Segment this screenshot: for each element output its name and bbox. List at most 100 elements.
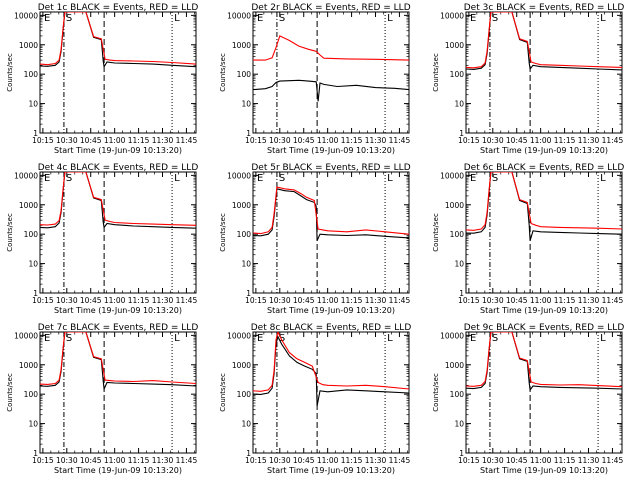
series-lld-line (253, 332, 409, 392)
x-tick-label: 11:30 (578, 296, 600, 305)
y-tick-label: 1 (246, 449, 251, 458)
panel-7: Det 7c BLACK = Events, RED = LLD 1 10 100 10… (6, 323, 198, 475)
series-lld-line (253, 186, 409, 235)
plot-frame (465, 171, 623, 294)
x-tick-label: 11:00 (530, 136, 552, 145)
y-tick-label: 1000 (19, 201, 38, 210)
chart-title: Det 2r BLACK = Events, RED = LLD (251, 3, 410, 13)
x-tick-label: 10:15 (32, 136, 54, 145)
x-tick-label: 11:00 (317, 136, 339, 145)
y-tick-label: 100 (24, 390, 39, 399)
chart-title: Det 6c BLACK = Events, RED = LLD (464, 163, 625, 173)
x-tick-label: 10:30 (269, 296, 291, 305)
y-tick-label: 10000 (227, 171, 251, 180)
x-axis-label: Start Time (19-Jun-09 10:13:20) (54, 146, 182, 155)
y-tick-label: 1 (246, 289, 251, 298)
y-tick-label: 10000 (440, 11, 464, 20)
x-tick-label: 10:30 (56, 296, 78, 305)
y-tick-label: 10 (241, 100, 251, 109)
plot-frame (252, 171, 410, 294)
y-tick-label: 10000 (14, 331, 38, 340)
x-tick-label: 11:45 (602, 456, 624, 465)
y-tick-label: 1000 (19, 361, 38, 370)
x-tick-label: 10:45 (293, 136, 315, 145)
x-axis-label: Start Time (19-Jun-09 10:13:20) (54, 466, 182, 475)
series-events-line (253, 79, 409, 102)
time-marker: E (257, 333, 263, 344)
x-tick-label: 11:00 (530, 456, 552, 465)
x-tick-label: 11:15 (128, 456, 150, 465)
y-tick-label: 1 (33, 129, 38, 138)
y-axis-label: Counts/sec (432, 53, 440, 92)
x-tick-label: 10:15 (245, 296, 267, 305)
y-tick-label: 100 (237, 390, 252, 399)
panel-2: Det 2r BLACK = Events, RED = LLD 1 10 100 10… (219, 3, 411, 155)
y-tick-label: 10 (28, 420, 38, 429)
x-axis-label: Start Time (19-Jun-09 10:13:20) (267, 466, 395, 475)
y-axis-label: Counts/sec (219, 373, 227, 412)
y-tick-label: 100 (24, 70, 39, 79)
chart-title: Det 1c BLACK = Events, RED = LLD (38, 3, 199, 13)
chart-title: Det 8c BLACK = Events, RED = LLD (251, 323, 412, 333)
time-marker: E (470, 333, 476, 344)
x-tick-label: 11:30 (365, 456, 387, 465)
x-tick-label: 11:45 (176, 296, 198, 305)
y-tick-label: 1000 (445, 41, 464, 50)
time-marker: S (279, 173, 285, 184)
y-tick-label: 1 (33, 449, 38, 458)
time-marker: L (174, 333, 180, 344)
series-events-line (40, 12, 196, 69)
time-marker: E (257, 173, 263, 184)
x-tick-label: 10:15 (458, 136, 480, 145)
series-lld-line (466, 172, 622, 231)
y-tick-label: 10000 (227, 11, 251, 20)
y-tick-label: 100 (24, 230, 39, 239)
x-tick-label: 10:45 (506, 296, 528, 305)
x-axis-label: Start Time (19-Jun-09 10:13:20) (480, 306, 608, 315)
time-marker: S (492, 13, 498, 24)
time-marker: E (44, 173, 50, 184)
panel-6: Det 6c BLACK = Events, RED = LLD 1 10 100 10… (432, 163, 625, 315)
y-tick-label: 1000 (232, 201, 251, 210)
time-marker: S (279, 333, 285, 344)
x-tick-label: 11:45 (602, 136, 624, 145)
panel-8: Det 8c BLACK = Events, RED = LLD 1 10 100 10… (219, 323, 412, 475)
plot-frame (39, 11, 197, 134)
panel-9: Det 9c BLACK = Events, RED = LLD 1 10 100 10… (432, 323, 625, 475)
x-tick-label: 11:15 (341, 296, 363, 305)
y-tick-label: 10 (454, 100, 464, 109)
series-lld-line (40, 172, 196, 226)
x-tick-label: 11:30 (578, 136, 600, 145)
x-tick-label: 11:45 (389, 136, 411, 145)
y-axis-label: Counts/sec (432, 373, 440, 412)
y-tick-label: 10000 (227, 331, 251, 340)
x-tick-label: 11:30 (152, 136, 174, 145)
x-axis-label: Start Time (19-Jun-09 10:13:20) (267, 146, 395, 155)
x-tick-label: 11:45 (389, 296, 411, 305)
x-tick-label: 10:15 (458, 296, 480, 305)
time-marker: S (492, 333, 498, 344)
y-tick-label: 1000 (232, 361, 251, 370)
y-axis-label: Counts/sec (6, 373, 14, 412)
chart-title: Det 4c BLACK = Events, RED = LLD (38, 163, 199, 173)
x-tick-label: 11:15 (128, 136, 150, 145)
plot-frame (39, 171, 197, 294)
x-tick-label: 11:45 (176, 456, 198, 465)
time-marker: L (387, 13, 393, 24)
x-tick-label: 10:45 (506, 136, 528, 145)
time-marker: S (492, 173, 498, 184)
plot-frame (465, 331, 623, 454)
x-tick-label: 10:30 (269, 136, 291, 145)
y-tick-label: 10 (28, 100, 38, 109)
time-marker: S (279, 13, 285, 24)
y-tick-label: 10 (241, 420, 251, 429)
chart-title: Det 9c BLACK = Events, RED = LLD (464, 323, 625, 333)
x-axis-label: Start Time (19-Jun-09 10:13:20) (480, 466, 608, 475)
series-lld-line (253, 35, 409, 61)
panel-4: Det 4c BLACK = Events, RED = LLD 1 10 100 10… (6, 163, 199, 315)
x-axis-label: Start Time (19-Jun-09 10:13:20) (480, 146, 608, 155)
x-tick-label: 10:30 (56, 456, 78, 465)
y-tick-label: 1 (459, 289, 464, 298)
time-marker: E (470, 13, 476, 24)
